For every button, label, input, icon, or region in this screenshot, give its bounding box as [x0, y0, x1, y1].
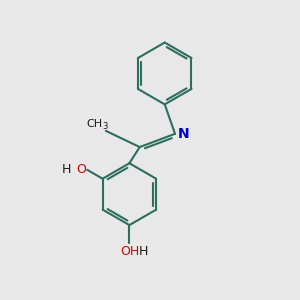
Text: OH: OH — [120, 245, 139, 258]
Text: 3: 3 — [103, 122, 108, 130]
Text: N: N — [177, 127, 189, 141]
Text: O: O — [76, 163, 86, 176]
Text: CH: CH — [86, 118, 102, 128]
Text: H: H — [62, 163, 71, 176]
Text: H: H — [139, 245, 148, 258]
